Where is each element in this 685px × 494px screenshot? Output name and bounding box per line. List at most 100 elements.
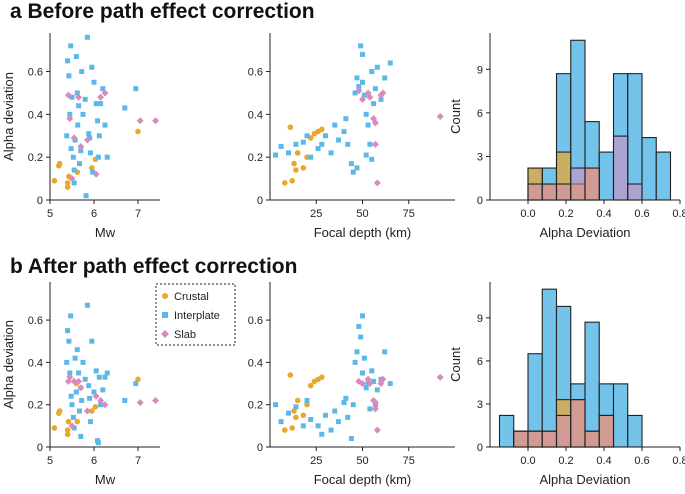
a-mw-interplate-point [98,101,104,107]
a-mw-interplate-point [100,86,106,92]
a-depth-interplate-point [358,43,364,49]
a-mw-slab-point [97,93,105,101]
b-hist-interplate-bar [612,383,629,448]
b-depth-crustal-point [287,372,294,378]
a-depth-interplate-point [360,51,365,57]
a-depth-interplate-point [315,146,321,152]
a-mw-interplate-point [90,169,96,175]
b-depth-crustal-point [293,414,299,421]
b-depth-interplate-point [367,406,373,412]
a-mw-interplate-point [122,105,128,111]
a-mw-crustal-point [64,184,71,190]
a-mw-interplate-point [71,180,77,186]
a-depth-interplate-point [378,96,384,102]
a-depth-x-tick-label: 25 [310,208,322,220]
a-hist-y-tick-label: 6 [477,108,483,120]
a-hist-slab-bar [555,183,572,201]
a-depth-interplate-point [352,90,358,96]
b-depth-slab-point [371,399,379,407]
a-depth-interplate-point [354,75,360,81]
a-depth-interplate-point [348,161,354,167]
a-depth-y-tick-label: 0.4 [248,109,263,121]
b-mw-interplate-point [69,402,75,408]
b-mw-interplate-point [80,359,86,365]
a-depth-interplate-point [323,133,328,139]
b-depth-interplate-point [369,368,375,374]
b-mw-slab-point [66,373,74,381]
a-depth-crustal-point [293,167,299,173]
b-mw-y-tick-label: 0.4 [28,357,43,369]
b-mw-x-tick-label: 5 [47,455,53,467]
b-mw-interplate-point [67,370,73,376]
b-mw-slab-point [97,396,105,404]
a-mw-interplate-point [91,79,97,85]
b-mw-interplate-point [93,368,99,374]
a-depth-crustal-point [294,150,301,156]
a-depth-interplate-point [328,150,334,156]
a-depth-slab-point [436,113,444,120]
a-mw-interplate-point [95,118,101,124]
a-mw-y-tick-label: 0.6 [28,67,43,79]
a-depth-interplate-point [345,141,351,147]
a-depth-y-tick-label: 0.6 [248,67,263,79]
b-depth-y-tick-label: 0 [257,442,263,454]
a-mw-slab-point [75,93,83,101]
b-hist-slab-bar [541,430,558,448]
a-mw-interplate-point [74,90,80,96]
a-hist-x-tick-label: 0.6 [634,208,649,220]
a-depth-interplate-point [371,101,377,107]
b-depth-crustal-point [291,408,297,414]
a-mw-interplate-point [82,96,88,102]
a-mw-y-tick-label: 0.2 [28,152,43,164]
b-depth-interplate-point [382,349,388,355]
b-mw-x-tick-label: 7 [135,455,141,467]
b-mw-crustal-point [74,418,81,425]
b-mw-interplate-point [91,389,97,395]
a-mw-slab-point [77,142,85,150]
a-mw-interplate-point [93,101,99,107]
b-depth-interplate-point [273,402,279,408]
a-depth-interplate-point [369,156,375,162]
b-depth-crustal-point [307,382,314,389]
b-mw-slab-point [77,384,85,392]
b-mw-interplate-point [133,381,139,387]
b-depth-interplate-point [341,400,347,406]
a-depth-interplate-point [354,165,360,171]
b-mw-interplate-point [78,433,84,439]
b-depth-interplate-point [387,381,393,387]
b-depth-interplate-point [358,334,364,340]
b-mw-interplate-point [68,313,74,319]
legend-interplate-marker [162,312,168,318]
a-mw-interplate-point [66,73,72,79]
b-hist-y-tick-label: 0 [477,442,483,454]
b-depth-x-tick-label: 25 [310,455,322,467]
b-depth-interplate-point [360,370,365,376]
b-mw-crustal-point [89,408,95,414]
b-depth-crustal-point [304,401,310,408]
a-mw-interplate-point [70,154,76,160]
a-hist-interplate-bar [641,137,657,201]
a-depth-crustal-point [282,180,288,186]
b-depth-interplate-point [319,431,325,437]
b-depth-interplate-point [360,313,365,319]
b-mw-interplate-point [70,414,76,420]
a-depth-interplate-point [273,152,279,158]
a-mw-interplate-point [89,64,95,70]
a-depth-crustal-point [319,126,325,133]
a-depth-interplate-point [367,141,373,147]
b-mw-slab-point [92,392,100,400]
legend-label-slab: Slab [174,329,196,341]
a-mw-interplate-point [71,167,77,173]
a-mw-crustal-point [89,165,95,171]
b-mw-slab-point [101,401,109,409]
a-depth-slab-point [366,93,374,101]
b-hist-interplate-bar [584,321,600,448]
b-hist-x-tick-label: 0.0 [520,455,535,467]
a-mw-interplate-point [80,111,86,117]
a-depth-interplate-point [278,143,284,149]
b-depth-interplate-point [352,359,358,365]
a-depth-interplate-point [319,141,325,147]
a-hist-interplate-bar [598,151,615,201]
b-depth-slab-point [371,405,379,413]
b-depth-interplate-point [374,387,380,393]
